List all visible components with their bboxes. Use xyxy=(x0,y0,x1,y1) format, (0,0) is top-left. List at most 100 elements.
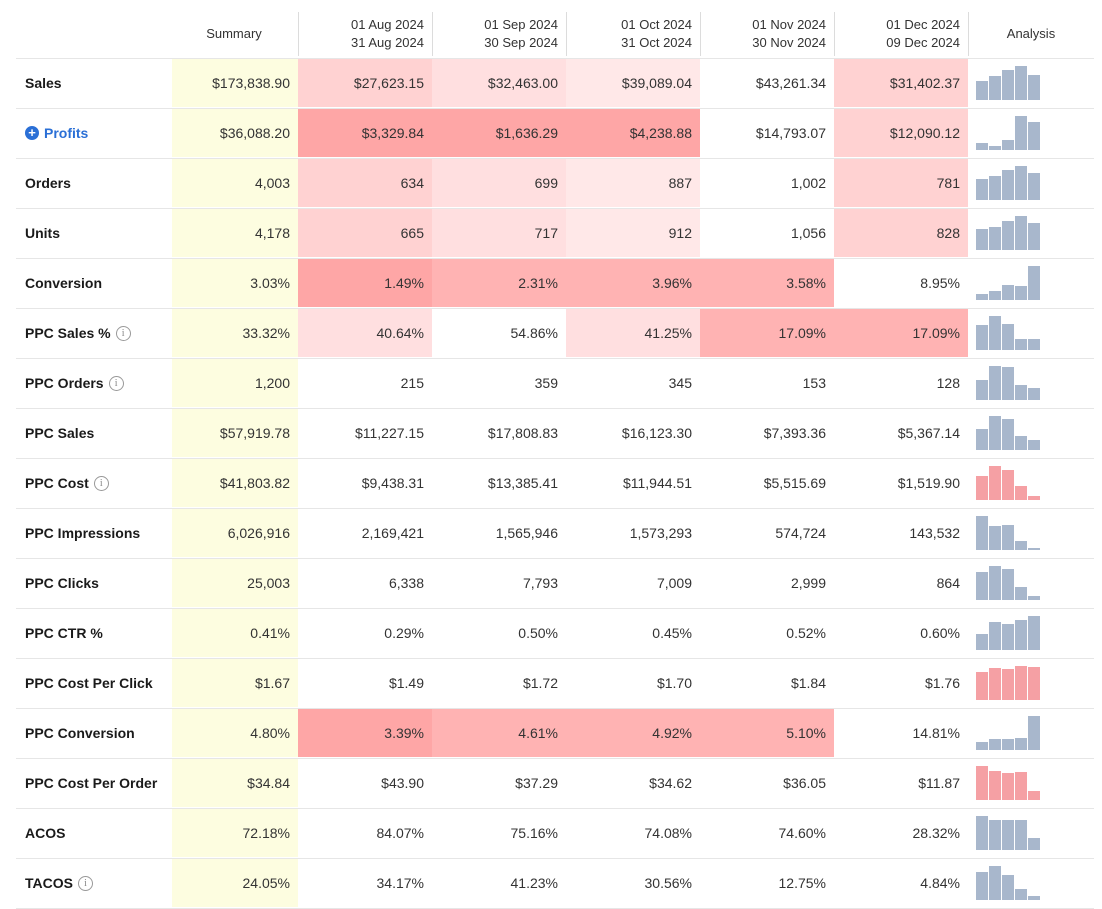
period-value-cell: 1,565,946 xyxy=(495,525,558,541)
sparkline-bar xyxy=(1015,166,1027,200)
header-period-5[interactable]: 01 Dec 2024 09 Dec 2024 xyxy=(834,8,960,58)
period-value-cell: 574,724 xyxy=(775,525,826,541)
metric-label-cell: PPC Sales % i xyxy=(16,309,170,357)
sparkline-bar xyxy=(1028,548,1040,550)
sparkline-bar xyxy=(1028,440,1040,450)
metric-label[interactable]: Profits xyxy=(44,125,89,141)
summary-cell: $1.67 xyxy=(172,659,298,707)
period-value-cell: 887 xyxy=(566,159,700,207)
sparkline-chart[interactable] xyxy=(976,216,1042,250)
period-value-cell: 3.58% xyxy=(700,259,834,307)
sparkline-chart[interactable] xyxy=(976,266,1042,300)
period-value-cell: 17.09% xyxy=(834,309,968,357)
sparkline-bar xyxy=(989,566,1001,600)
table-row: PPC Sales % i 33.32% 40.64% 54.86% 41.25% 17.0… xyxy=(16,309,1094,359)
sparkline-bar xyxy=(1028,667,1040,700)
sparkline-chart[interactable] xyxy=(976,816,1042,850)
sparkline-bar xyxy=(1028,791,1040,800)
info-icon[interactable]: i xyxy=(93,475,109,491)
metric-label: PPC Cost xyxy=(25,475,89,491)
period-value-cell: 7,009 xyxy=(656,575,692,591)
header-period-1[interactable]: 01 Aug 2024 31 Aug 2024 xyxy=(298,8,424,58)
sparkline-bar xyxy=(1015,339,1027,350)
period-end: 09 Dec 2024 xyxy=(886,34,960,50)
summary-cell: 1,200 xyxy=(172,359,298,407)
period-start: 01 Aug 2024 xyxy=(350,16,424,32)
header-period-2[interactable]: 01 Sep 2024 30 Sep 2024 xyxy=(432,8,558,58)
period-value-cell: $36.05 xyxy=(783,775,826,791)
sparkline-chart[interactable] xyxy=(976,416,1042,450)
period-value-cell: 74.08% xyxy=(644,825,692,841)
period-value-cell: 75.16% xyxy=(510,825,558,841)
summary-cell: 24.05% xyxy=(172,859,298,907)
sparkline-chart[interactable] xyxy=(976,566,1042,600)
metric-label-cell: TACOS i xyxy=(16,859,170,907)
sparkline-chart[interactable] xyxy=(976,516,1042,550)
table-row: + Profits $36,088.20 $3,329.84 $1,636.29 $4,2… xyxy=(16,109,1094,159)
sparkline-bar xyxy=(1015,587,1027,600)
sparkline-bar xyxy=(1002,773,1014,800)
metric-label: PPC Cost Per Order xyxy=(25,775,158,791)
table-row: ACOS 72.18% 84.07% 75.16% 74.08% 74.60% 28.32% xyxy=(16,809,1094,859)
header-period-4[interactable]: 01 Nov 2024 30 Nov 2024 xyxy=(700,8,826,58)
period-value-cell: 0.60% xyxy=(920,625,960,641)
period-value-cell: 2,169,421 xyxy=(361,525,424,541)
period-value-cell: $5,515.69 xyxy=(763,475,826,491)
sparkline-chart[interactable] xyxy=(976,116,1042,150)
period-value-cell: 28.32% xyxy=(912,825,960,841)
period-value-cell: 74.60% xyxy=(778,825,826,841)
sparkline-chart[interactable] xyxy=(976,466,1042,500)
sparkline-bar xyxy=(1015,385,1027,400)
sparkline-bar xyxy=(1002,525,1014,550)
sparkline-bar xyxy=(976,766,988,800)
sparkline-bar xyxy=(976,742,988,750)
metric-label-cell: Conversion xyxy=(16,259,170,307)
sparkline-bar xyxy=(1015,486,1027,500)
metric-label-cell: PPC CTR % xyxy=(16,609,170,657)
sparkline-bar xyxy=(976,81,988,100)
sparkline-bar xyxy=(1002,820,1014,850)
period-value-cell: 3.96% xyxy=(566,259,700,307)
table-header: Summary 01 Aug 2024 31 Aug 2024 01 Sep 2… xyxy=(16,8,1094,59)
sparkline-chart[interactable] xyxy=(976,316,1042,350)
period-value-cell: $39,089.04 xyxy=(566,59,700,107)
sparkline-chart[interactable] xyxy=(976,366,1042,400)
header-summary[interactable]: Summary xyxy=(172,8,296,58)
sparkline-chart[interactable] xyxy=(976,866,1042,900)
metric-label: PPC Sales xyxy=(25,425,95,441)
sparkline-chart[interactable] xyxy=(976,666,1042,700)
period-value-cell: 84.07% xyxy=(376,825,424,841)
sparkline-chart[interactable] xyxy=(976,616,1042,650)
table-row: PPC Cost i $41,803.82 $9,438.31 $13,385.41 $1… xyxy=(16,459,1094,509)
sparkline-bar xyxy=(989,416,1001,450)
period-value-cell: 828 xyxy=(834,209,968,257)
info-icon[interactable]: i xyxy=(115,325,131,341)
table-row: PPC Sales $57,919.78 $11,227.15 $17,808.83 $… xyxy=(16,409,1094,459)
period-value-cell: $1.70 xyxy=(656,675,692,691)
metric-label: PPC CTR % xyxy=(25,625,103,641)
expand-plus-icon[interactable]: + xyxy=(25,126,39,140)
sparkline-bar xyxy=(976,380,988,400)
period-value-cell: $11,944.51 xyxy=(622,475,692,491)
period-value-cell: 634 xyxy=(298,159,432,207)
metric-label: ACOS xyxy=(25,825,66,841)
metric-label-cell: PPC Cost i xyxy=(16,459,170,507)
summary-cell: 0.41% xyxy=(172,609,298,657)
sparkline-bar xyxy=(989,291,1001,300)
period-value-cell: $11.87 xyxy=(918,775,960,791)
info-icon[interactable]: i xyxy=(108,375,124,391)
summary-cell: $36,088.20 xyxy=(172,109,298,157)
sparkline-chart[interactable] xyxy=(976,66,1042,100)
sparkline-bar xyxy=(989,176,1001,200)
sparkline-chart[interactable] xyxy=(976,716,1042,750)
info-icon[interactable]: i xyxy=(77,875,93,891)
metric-label-cell[interactable]: + Profits xyxy=(16,109,170,157)
metric-label: PPC Impressions xyxy=(25,525,141,541)
period-value-cell: 12.75% xyxy=(778,875,826,891)
sparkline-chart[interactable] xyxy=(976,166,1042,200)
header-period-3[interactable]: 01 Oct 2024 31 Oct 2024 xyxy=(566,8,692,58)
sparkline-chart[interactable] xyxy=(976,766,1042,800)
period-value-cell: 14.81% xyxy=(912,725,960,741)
metric-label-cell: Orders xyxy=(16,159,170,207)
period-value-cell: $4,238.88 xyxy=(566,109,700,157)
